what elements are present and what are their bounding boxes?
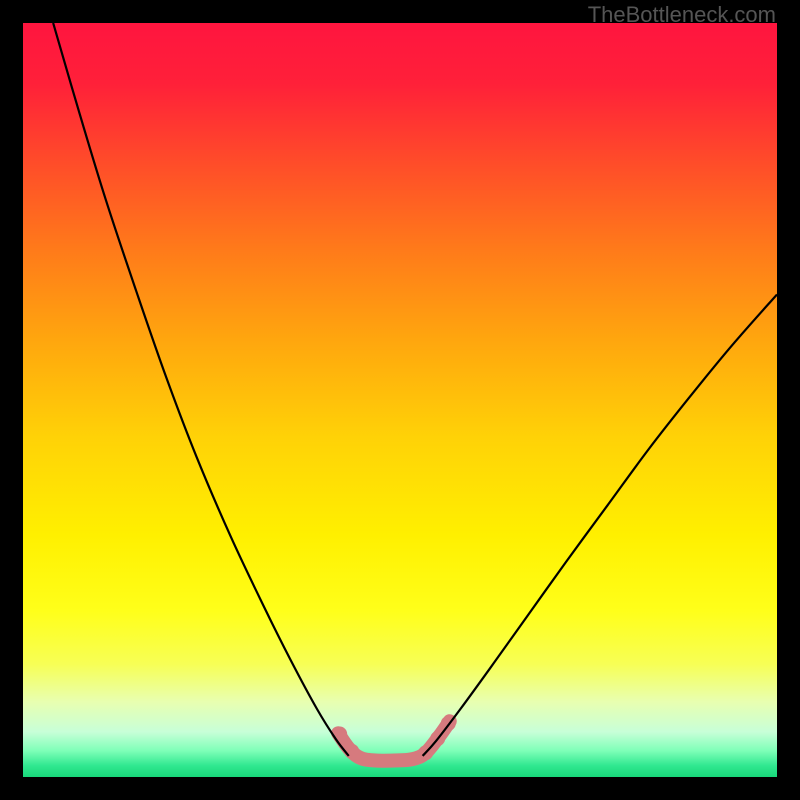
chart-root: TheBottleneck.com	[0, 0, 800, 800]
overlay-dot	[332, 727, 347, 742]
overlay-dot	[344, 744, 359, 759]
curve-right	[423, 294, 777, 755]
curve-left	[53, 23, 349, 756]
curve-layer	[23, 23, 777, 777]
plot-area	[23, 23, 777, 777]
